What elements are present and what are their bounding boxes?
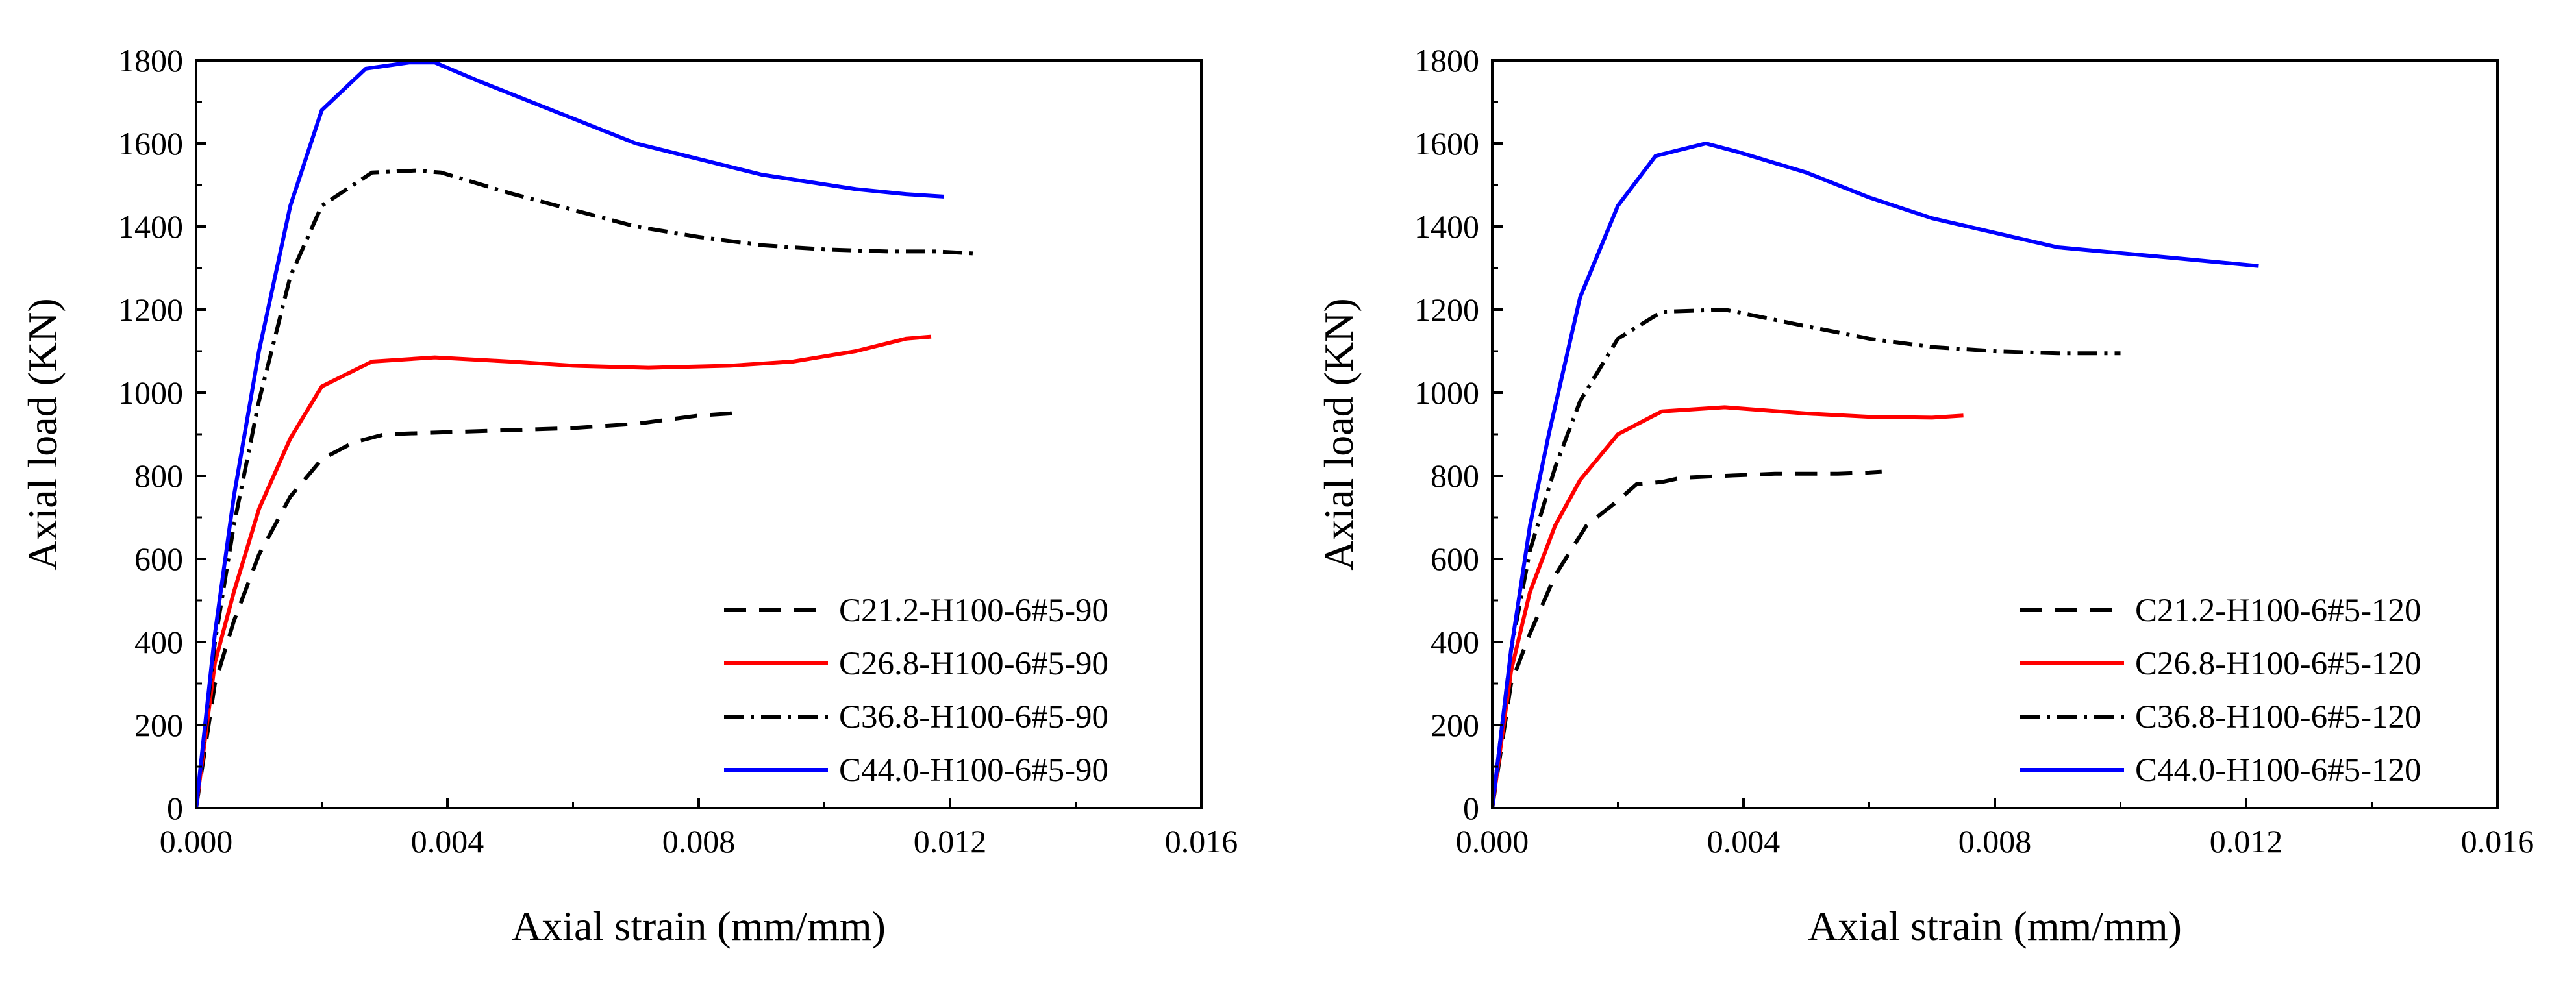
y-axis: 0 200 400 600 800 1000 1200 1400 1600 1800 xyxy=(1414,42,1503,826)
legend-label: C21.2-H100-6#5-120 xyxy=(2135,593,2421,629)
y-tick-label: 200 xyxy=(1431,707,1479,743)
y-tick-label: 1200 xyxy=(118,291,183,328)
legend: C21.2-H100-6#5-120 C26.8-H100-6#5-120 C36.… xyxy=(2020,593,2421,789)
y-tick-label: 0 xyxy=(1463,790,1479,826)
legend-label: C44.0-H100-6#5-90 xyxy=(839,752,1108,789)
x-tick-label: 0.000 xyxy=(1456,823,1529,859)
x-tick-label: 0.004 xyxy=(411,823,484,859)
y-axis-title: Axial load (KN) xyxy=(1316,298,1362,570)
y-tick-label: 1400 xyxy=(118,208,183,245)
legend-label: C21.2-H100-6#5-90 xyxy=(839,593,1108,629)
series-line-c44-0-h100-6-5-120 xyxy=(1492,142,2259,808)
y-tick-label: 1000 xyxy=(1414,375,1479,411)
y-tick-label: 800 xyxy=(134,458,183,494)
x-tick-label: 0.008 xyxy=(662,823,736,859)
x-tick-label: 0.004 xyxy=(1707,823,1781,859)
series-line-c44-0-h100-6-5-90 xyxy=(196,60,944,808)
legend: C21.2-H100-6#5-90 C26.8-H100-6#5-90 C36.8-… xyxy=(724,593,1108,789)
y-tick-label: 600 xyxy=(1431,541,1479,577)
y-tick-label: 1400 xyxy=(1414,208,1479,245)
x-tick-label: 0.012 xyxy=(914,823,987,859)
y-tick-label: 1000 xyxy=(118,375,183,411)
series-line-c26-8-h100-6-5-120 xyxy=(1492,405,1964,808)
series-group xyxy=(1492,142,2259,808)
x-tick-label: 0.008 xyxy=(1958,823,2032,859)
x-axis-title: Axial strain (mm/mm) xyxy=(1808,903,2182,949)
legend-label: C36.8-H100-6#5-120 xyxy=(2135,699,2421,735)
x-tick-label: 0.016 xyxy=(1165,823,1238,859)
legend-label: C26.8-H100-6#5-120 xyxy=(2135,646,2421,682)
series-group xyxy=(196,60,975,808)
series-line-c21-2-h100-6-5-90 xyxy=(196,407,744,808)
x-axis-title: Axial strain (mm/mm) xyxy=(512,903,886,949)
series-line-c26-8-h100-6-5-90 xyxy=(196,334,932,808)
y-tick-label: 800 xyxy=(1431,458,1479,494)
y-tick-label: 1800 xyxy=(1414,42,1479,79)
y-tick-label: 1600 xyxy=(118,125,183,162)
y-tick-label: 1200 xyxy=(1414,291,1479,328)
y-tick-label: 600 xyxy=(134,541,183,577)
y-tick-label: 1600 xyxy=(1414,125,1479,162)
y-tick-label: 200 xyxy=(134,707,183,743)
plot-frame xyxy=(195,59,1203,809)
series-line-c36-8-h100-6-5-120 xyxy=(1492,308,2121,808)
legend-label: C44.0-H100-6#5-120 xyxy=(2135,752,2421,789)
x-tick-label: 0.012 xyxy=(2210,823,2283,859)
x-tick-label: 0.000 xyxy=(160,823,233,859)
y-tick-label: 1800 xyxy=(118,42,183,79)
series-line-c21-2-h100-6-5-120 xyxy=(1492,469,1882,808)
y-tick-label: 400 xyxy=(1431,624,1479,660)
y-axis-title: Axial load (KN) xyxy=(19,298,66,570)
legend-label: C36.8-H100-6#5-90 xyxy=(839,699,1108,735)
x-tick-label: 0.016 xyxy=(2461,823,2534,859)
y-axis: 0 200 400 600 800 1000 1200 1400 1600 1800 xyxy=(118,42,206,826)
series-line-c36-8-h100-6-5-90 xyxy=(196,168,975,808)
y-tick-label: 0 xyxy=(167,790,183,826)
x-axis: 0.000 0.004 0.008 0.012 0.016 xyxy=(1456,798,2534,859)
x-axis: 0.000 0.004 0.008 0.012 0.016 xyxy=(160,798,1238,859)
y-tick-label: 400 xyxy=(134,624,183,660)
legend-label: C26.8-H100-6#5-90 xyxy=(839,646,1108,682)
